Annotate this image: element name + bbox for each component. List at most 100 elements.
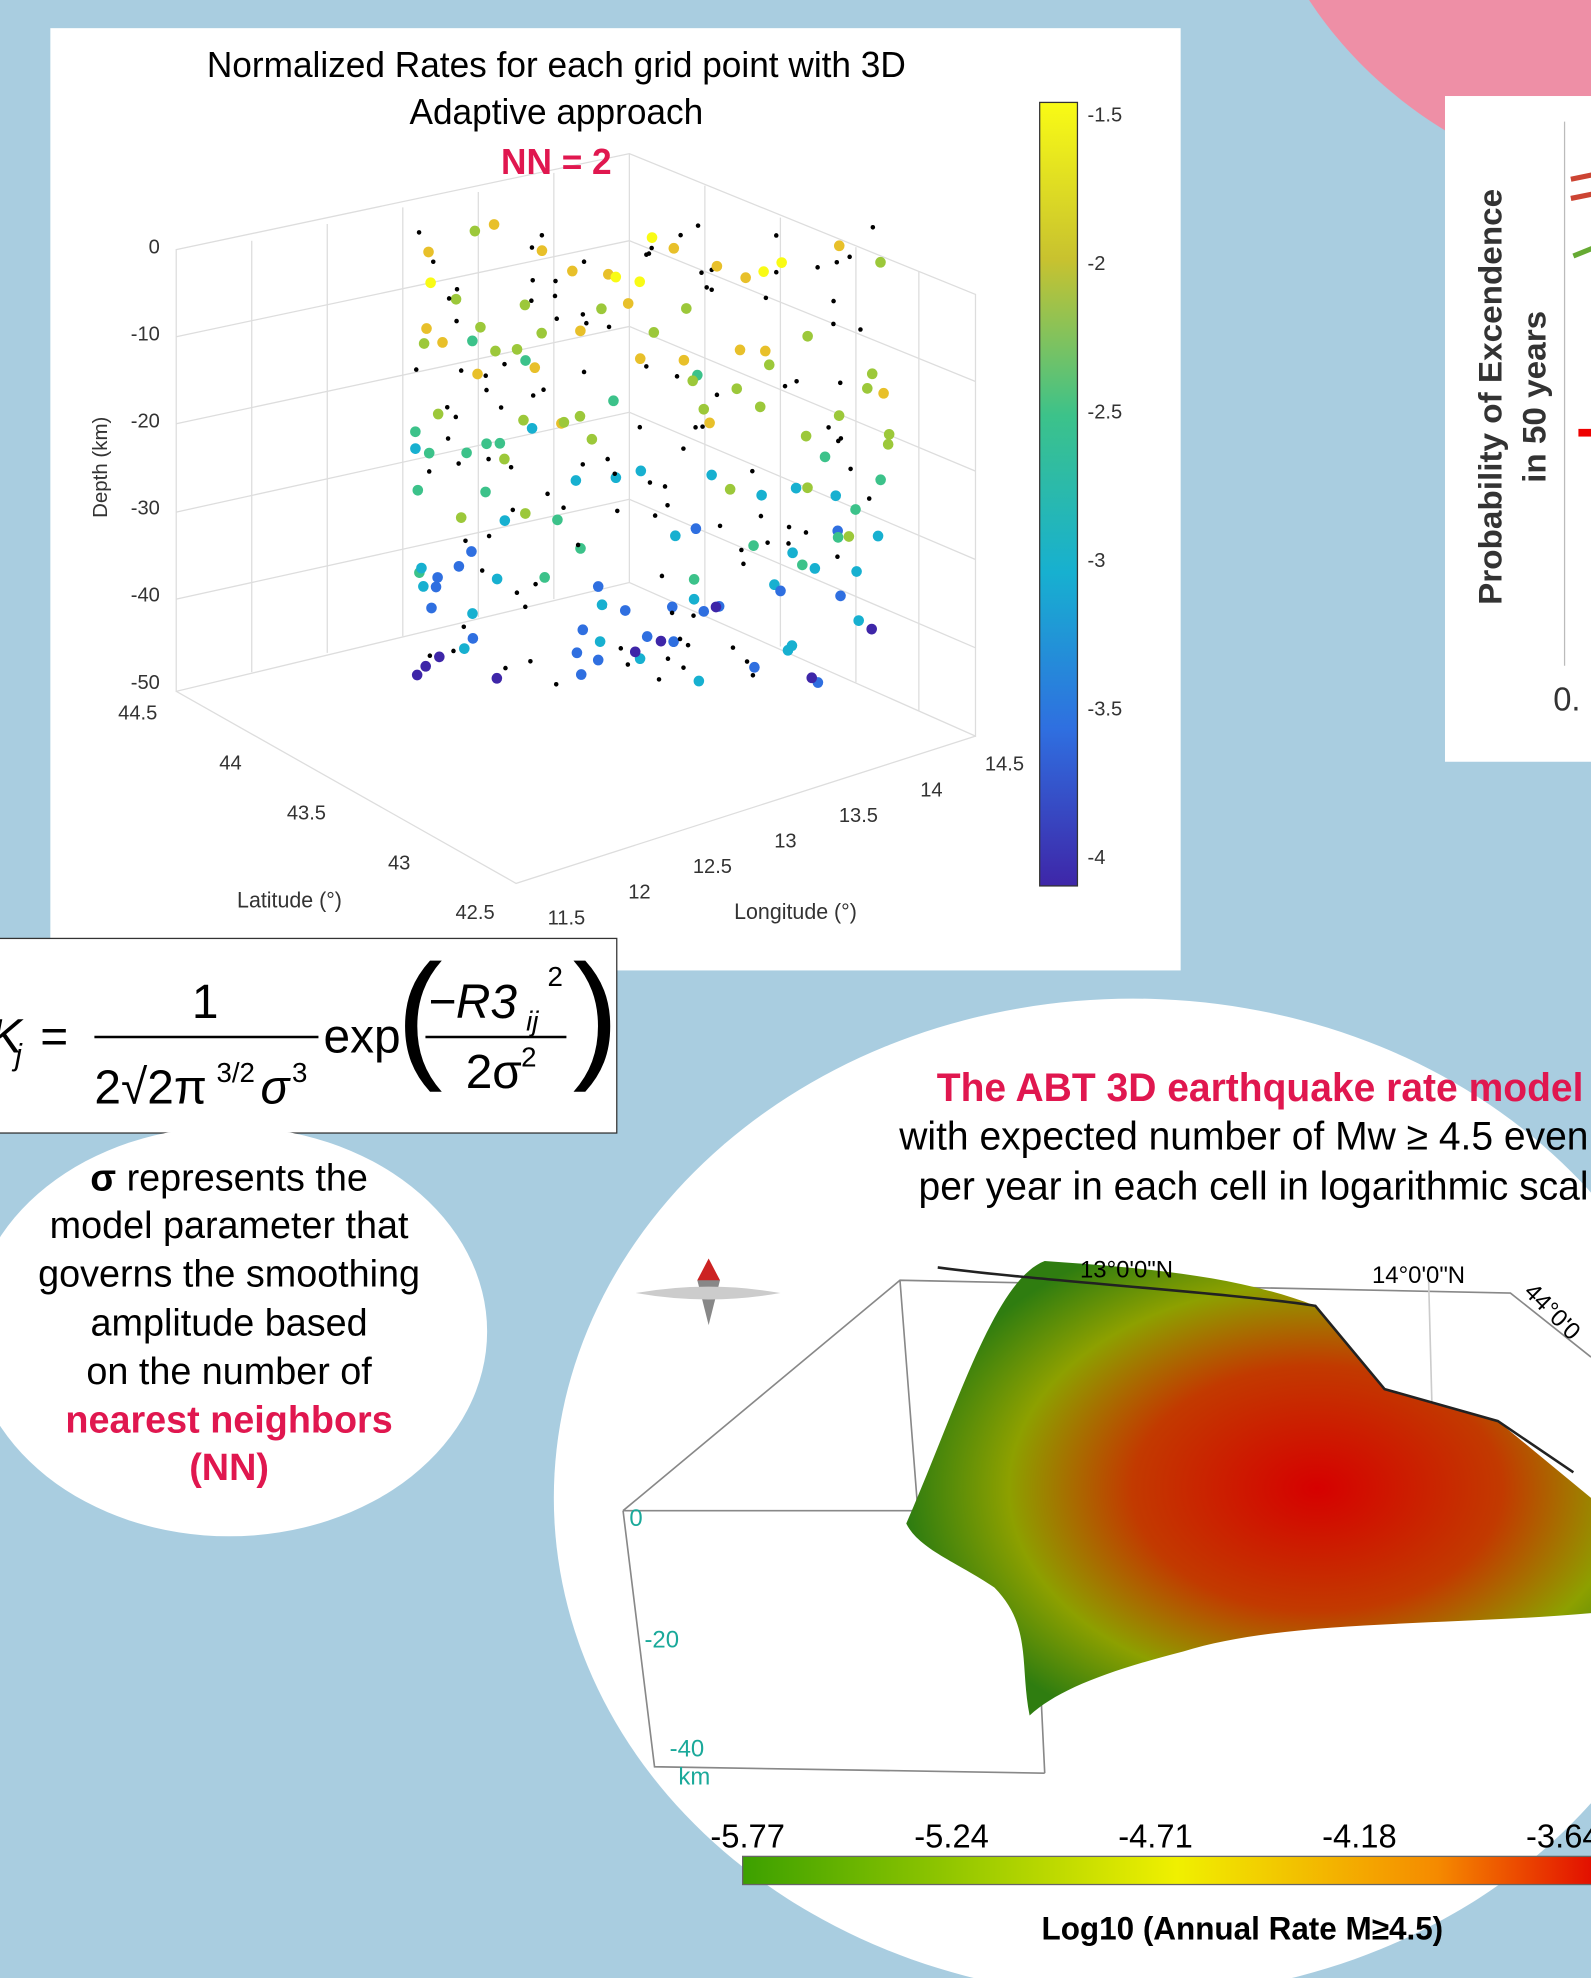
depth-unit: km [678,1764,710,1791]
scatter-dot [500,515,511,526]
scatter-dot [691,523,702,534]
scatter-dot [638,425,643,430]
model-subtitle: with expected number of Mw ≥ 4.5 even [898,1114,1588,1158]
scatter-dot [694,676,705,687]
depth-tick: -40 [670,1735,705,1762]
scatter-dot [412,670,423,681]
lon-tick-label: 14.5 [985,754,1024,776]
scatter-dot [774,270,779,275]
paren: ) [573,936,619,1093]
scatter-dot [608,395,619,406]
scatter-dot [704,285,709,290]
scatter-dot [596,303,607,314]
scatter-dot [427,469,432,474]
scatter-dot [804,530,809,535]
scatter-dot [536,328,547,339]
formula-text: 3/2 [216,1057,254,1088]
plot3d-panel [50,28,1180,970]
scatter-dot [844,531,855,542]
scatter-dot [433,409,444,420]
scatter-dot [523,605,528,610]
scatter-dot [459,368,464,373]
lon-tick-label: 13.5 [839,805,878,827]
scatter-dot [414,367,419,372]
scatter-dot [699,606,710,617]
scatter-dot [612,471,617,476]
lon-axis-label: Longitude (°) [734,899,857,924]
scatter-dot [529,298,534,303]
scatter-dot [838,381,843,386]
scatter-dot [649,327,660,338]
scatter-dot [649,246,654,251]
scatter-dot [871,225,876,230]
scatter-dot [669,243,680,254]
scatter-dot [605,457,610,462]
scatter-dot [711,602,722,613]
scatter-dot [410,426,421,437]
scatter-dot [678,233,683,238]
formula-text: ij [526,1005,539,1036]
scatter-dot [426,603,437,614]
scatter-dot [593,655,604,666]
scatter-dot [495,438,506,449]
lon-tick-label: 12.5 [693,856,732,878]
scatter-dot [810,563,821,574]
model-colorbar-tick: -5.77 [710,1817,785,1854]
scatter-dot [518,415,529,426]
scatter-dot [656,636,667,647]
scatter-dot [623,298,634,309]
note-symbol: σ [90,1157,116,1199]
scatter-dot [615,509,620,514]
scatter-dot [787,547,798,558]
scatter-dot [686,643,691,648]
scatter-dot [486,457,491,462]
model-colorbar-tick: -4.71 [1118,1817,1193,1854]
scatter-dot [875,474,886,485]
note-line: σ represents the [90,1157,368,1199]
scatter-dot [826,425,831,430]
scatter-dot [748,540,759,551]
scatter-dot [481,438,492,449]
scatter-dot [775,586,786,597]
colorbar-tick-label: -2.5 [1088,402,1123,424]
scatter-dot [660,574,665,579]
scatter-dot [774,233,779,238]
scatter-dot [732,383,743,394]
scatter-dot [575,325,586,336]
scatter-dot [480,487,491,498]
lon-tick-label: 12 [628,882,650,904]
scatter-dot [455,287,460,292]
scatter-dot [595,636,606,647]
colorbar-tick-label: -3.5 [1088,699,1123,721]
scatter-dot [530,245,535,250]
scatter-dot [410,443,421,454]
scatter-dot [873,531,884,542]
scatter-dot [539,572,550,583]
scatter-dot [454,415,459,420]
poe-y-label: in 50 years [1516,311,1553,483]
scatter-dot [755,401,766,412]
scatter-dot [520,508,531,519]
lat-tick-label: 44 [219,752,241,774]
scatter-dot [425,277,436,288]
scatter-dot [739,548,744,553]
scatter-dot [502,362,507,367]
scatter-dot [653,513,658,518]
scatter-dot [511,508,516,513]
scatter-dot [559,417,570,428]
formula-text: 2σ [466,1045,522,1099]
scatter-dot [712,261,723,272]
note-line: governs the smoothing [38,1253,420,1295]
scatter-dot [446,436,451,441]
poe-y-label: Probability of Excendence [1472,189,1509,605]
scatter-dot [587,434,598,445]
scatter-dot [718,524,723,529]
map-label: 14°0'0"N [1372,1262,1465,1289]
scatter-dot [451,649,456,654]
scatter-dot [470,226,481,237]
scatter-dot [835,554,840,559]
scatter-dot [764,296,769,301]
lat-tick-label: 43.5 [287,802,326,824]
scatter-dot [578,624,589,635]
scatter-dot [853,615,864,626]
